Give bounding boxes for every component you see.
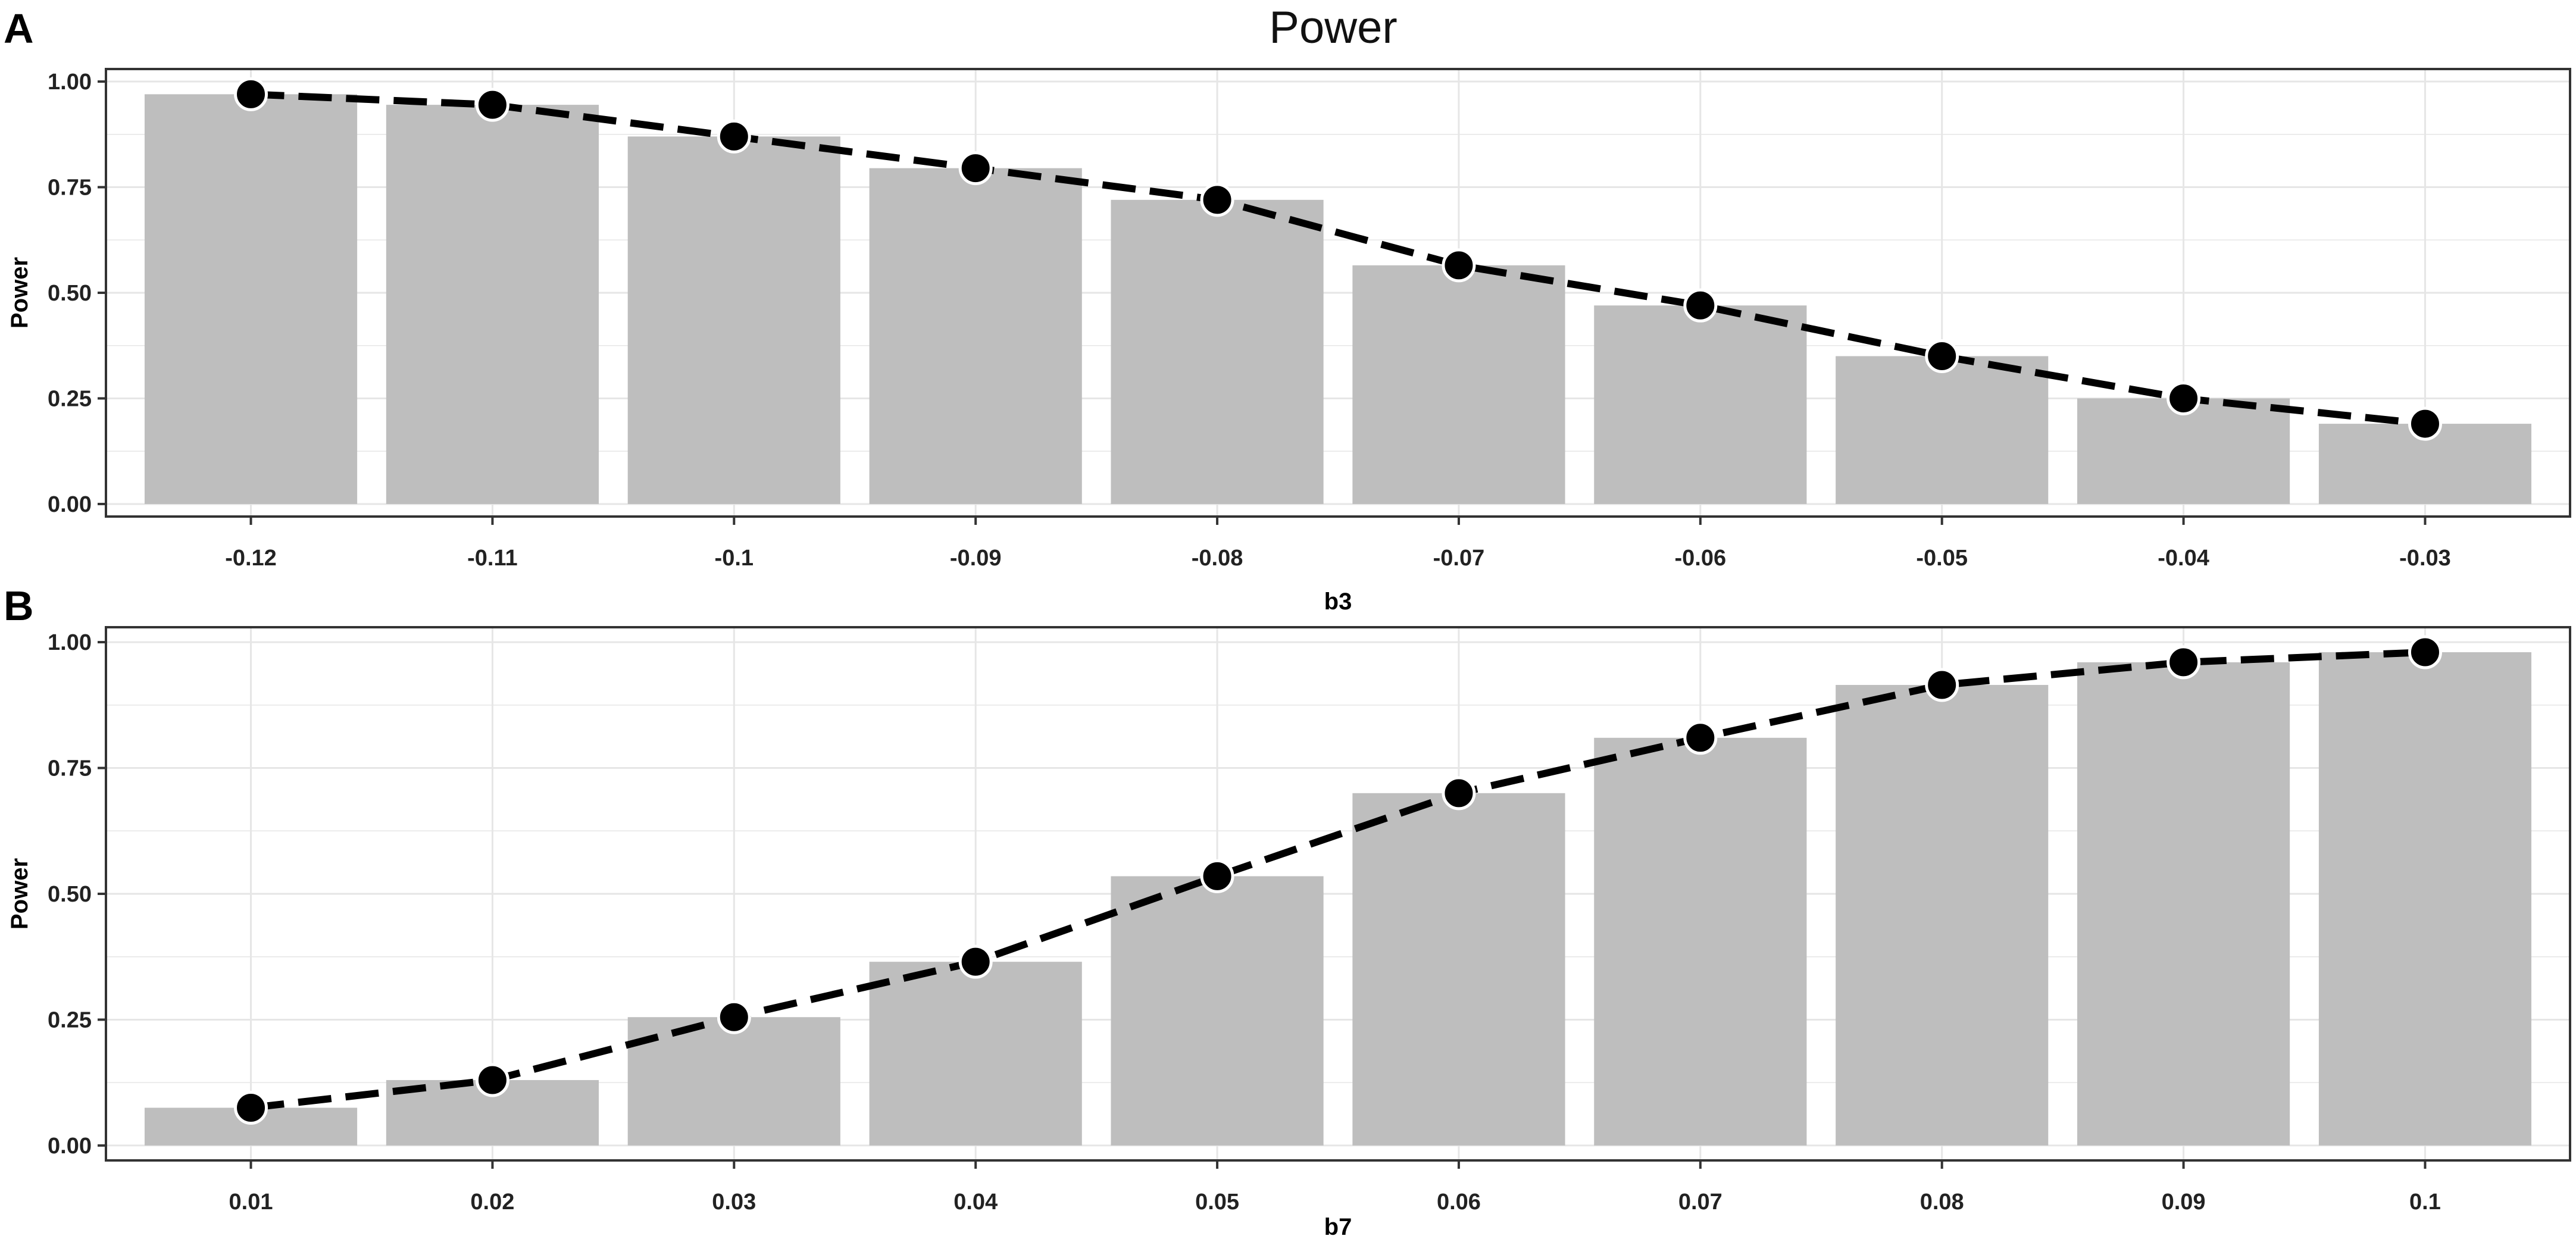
x-tick-label: 0.01 [229,1190,273,1215]
data-point [234,77,268,111]
bar [386,105,599,504]
panel-a-plot: 0.00 0.25 0.50 0.75 1.00 -0.12 -0.11 -0.1 -0.09 -… [7,68,2571,615]
data-point [475,1063,509,1097]
x-tick-label: 0.04 [954,1190,998,1215]
data-point [2408,406,2442,441]
y-axis-label: Power [7,858,33,930]
bar [627,1017,840,1146]
data-point [1925,668,1959,702]
x-tick-label: -0.04 [2158,546,2209,571]
data-point [1200,859,1234,893]
bar [1594,737,1807,1146]
data-point [717,119,751,154]
data-point [717,1000,751,1034]
y-tick-label: 0.50 [48,882,92,907]
x-tick-label: 0.07 [1678,1190,1722,1215]
x-tick-label: 0.02 [470,1190,514,1215]
bar [627,136,840,504]
bar [1352,793,1565,1146]
x-tick-label: -0.06 [1675,546,1727,571]
data-point [958,151,993,186]
x-tick-label: -0.08 [1192,546,1243,571]
y-tick-label: 1.00 [48,630,92,655]
x-tick-label: 0.09 [2162,1190,2206,1215]
x-tick-label: -0.12 [225,546,277,571]
y-tick-label: 0.25 [48,386,92,411]
x-tick-label: 0.03 [712,1190,756,1215]
bar [869,962,1082,1146]
y-tick-label: 0.00 [48,492,92,517]
bar [1836,356,2049,504]
x-tick-label: 0.05 [1195,1190,1239,1215]
data-point [958,944,993,979]
x-tick-label: -0.11 [467,546,518,571]
x-axis-label: b3 [1324,589,1352,615]
data-point [2167,645,2201,680]
bar [2318,652,2532,1146]
x-tick-label: 0.06 [1437,1190,1481,1215]
x-axis-label: b7 [1324,1214,1352,1236]
x-tick-label: -0.1 [715,546,754,571]
data-point [1683,288,1718,323]
bar [1111,876,1324,1146]
x-tick-label: -0.03 [2399,546,2451,571]
data-point [234,1090,268,1125]
series-line [250,649,2425,1112]
bar [144,94,358,504]
bar [1111,199,1324,504]
bar [869,168,1082,504]
y-tick-label: 0.25 [48,1007,92,1032]
data-point [1442,776,1476,811]
x-tick-label: 0.1 [2409,1190,2441,1215]
bar [1594,305,1807,504]
data-point [1442,248,1476,283]
data-point [2408,635,2442,669]
bar [2077,398,2290,504]
y-tick-label: 0.00 [48,1134,92,1159]
panel-a-tag: A [4,5,34,52]
y-tick-label: 1.00 [48,70,92,95]
bar [1836,684,2049,1146]
x-tick-label: -0.05 [1916,546,1968,571]
x-tick-label: 0.08 [1920,1190,1964,1215]
y-tick-label: 0.75 [48,756,92,781]
bar [1352,265,1565,504]
data-point [1683,721,1718,755]
data-point [1200,183,1234,217]
data-point [2167,381,2201,415]
x-tick-label: -0.09 [950,546,1002,571]
y-tick-label: 0.50 [48,281,92,306]
data-point [475,87,509,122]
panel-b-tag: B [4,583,34,629]
panel-b-plot: 0.00 0.25 0.50 0.75 1.00 0.01 0.02 0.03 0.04 0.05… [7,626,2571,1236]
y-tick-label: 0.75 [48,176,92,201]
series-line [251,90,2426,428]
data-point [1925,339,1959,373]
y-axis-label: Power [7,257,33,328]
x-tick-label: -0.07 [1433,546,1485,571]
figure-title: Power [1269,2,1397,53]
bar [2077,662,2290,1146]
